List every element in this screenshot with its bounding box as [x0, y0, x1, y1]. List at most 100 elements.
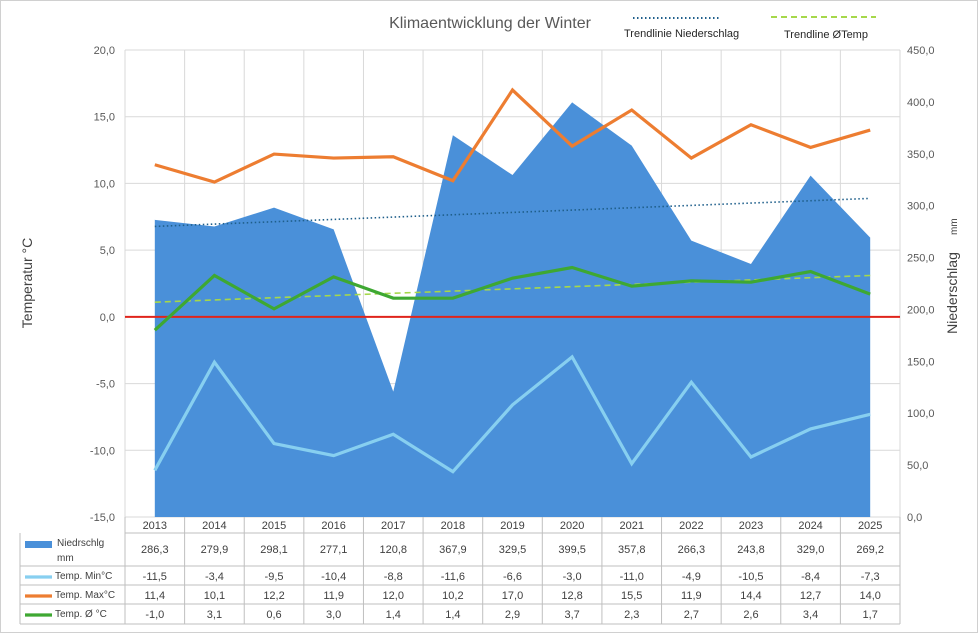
table-cell: 11,9 — [323, 590, 344, 602]
table-header-precipitation: Niedrschlg — [57, 538, 104, 549]
y-right-tick-label: 0,0 — [907, 512, 922, 524]
x-category-label: 2018 — [441, 520, 465, 532]
table-cell: 12,7 — [800, 590, 821, 602]
y-left-tick-label: 10,0 — [94, 178, 115, 190]
table-header-temp-max: Temp. Max°C — [55, 590, 115, 601]
table-cell: 243,8 — [737, 544, 765, 556]
table-cell: 10,1 — [204, 590, 225, 602]
table-cell: 3,1 — [207, 609, 222, 621]
legend-key-precipitation — [25, 541, 52, 548]
axes-layer: -15,0 -10,0 -5,0 0,0 5,0 10,0 15,0 20,0 0,0 50,0 1… — [90, 45, 935, 532]
table-cell: -10,5 — [738, 571, 763, 583]
table-cell: -11,6 — [441, 571, 465, 583]
table-cell: 2,9 — [505, 609, 520, 621]
data-table: Niedrschlg mm Temp. Min°C Temp. Max°C Temp. … — [19, 517, 901, 625]
table-cell: -4,9 — [682, 571, 701, 583]
table-cell: 0,6 — [266, 609, 281, 621]
table-cell: 11,4 — [145, 590, 166, 602]
table-cell: 298,1 — [260, 544, 288, 556]
table-cell: 12,8 — [561, 590, 582, 602]
x-category-label: 2016 — [321, 520, 345, 532]
y-axis-right-label: Niederschlag — [944, 252, 960, 334]
table-cell: 266,3 — [678, 544, 706, 556]
table-header-precipitation-unit: mm — [57, 553, 74, 564]
precipitation-area-layer — [154, 102, 871, 517]
table-cell: 329,5 — [499, 544, 527, 556]
table-cell: 399,5 — [558, 544, 586, 556]
table-cell: 120,8 — [380, 544, 408, 556]
table-cell: 14,4 — [740, 590, 761, 602]
y-right-tick-label: 400,0 — [907, 97, 935, 109]
y-left-tick-label: -5,0 — [96, 379, 115, 391]
table-cell: 269,2 — [856, 544, 884, 556]
y-axis-right-unit: mm — [949, 218, 960, 235]
table-cell: 2,3 — [624, 609, 639, 621]
table-cell: -10,4 — [321, 571, 346, 583]
table-cell: 357,8 — [618, 544, 646, 556]
precipitation-trendline — [154, 197, 871, 228]
x-category-label: 2021 — [619, 520, 643, 532]
table-cell: 12,2 — [263, 590, 284, 602]
table-cell: -3,0 — [563, 571, 582, 583]
y-axis-left-label: Temperatur °C — [19, 238, 35, 328]
table-cell: -8,8 — [384, 571, 403, 583]
table-cell: -6,6 — [503, 571, 522, 583]
x-category-label: 2024 — [798, 520, 822, 532]
table-cell: 2,7 — [684, 609, 699, 621]
table-cell: -3,4 — [205, 571, 224, 583]
series-lines-layer — [125, 87, 900, 474]
table-cell: 286,3 — [141, 544, 169, 556]
table-cell: 3,4 — [803, 609, 818, 621]
y-right-tick-label: 100,0 — [907, 408, 935, 420]
x-category-label: 2013 — [143, 520, 167, 532]
table-cell: 1,4 — [386, 609, 401, 621]
table-cell: 279,9 — [201, 544, 229, 556]
table-cell: -8,4 — [801, 571, 820, 583]
y-right-tick-label: 350,0 — [907, 149, 935, 161]
y-right-tick-label: 450,0 — [907, 45, 935, 57]
y-left-tick-label: 20,0 — [94, 45, 115, 57]
y-left-tick-label: -10,0 — [90, 445, 115, 457]
y-right-tick-label: 50,0 — [907, 460, 928, 472]
chart-title: Klimaentwicklung der Winter — [389, 15, 592, 32]
y-left-tick-label: -15,0 — [90, 512, 115, 524]
y-axis-right-label-group: Niederschlag mm — [944, 218, 960, 334]
x-category-label: 2014 — [202, 520, 226, 532]
table-cell: -7,3 — [861, 571, 880, 583]
x-category-label: 2022 — [679, 520, 703, 532]
y-right-tick-label: 200,0 — [907, 304, 935, 316]
x-category-label: 2015 — [262, 520, 286, 532]
legend-trend-precip-label: Trendlinie Niederschlag — [624, 28, 739, 40]
table-cell: -1,0 — [145, 609, 164, 621]
table-cell: 17,0 — [502, 590, 523, 602]
table-cell: 14,0 — [859, 590, 880, 602]
table-cell: 3,7 — [564, 609, 579, 621]
precipitation-area — [154, 102, 871, 517]
table-header-temp-avg: Temp. Ø °C — [55, 609, 107, 620]
table-cell: 11,9 — [681, 590, 702, 602]
table-cell: -9,5 — [265, 571, 284, 583]
x-category-label: 2025 — [858, 520, 882, 532]
table-cell: -11,0 — [620, 571, 644, 583]
table-cell: 2,6 — [743, 609, 758, 621]
table-cell: -11,5 — [143, 571, 167, 583]
table-cell: 12,0 — [383, 590, 404, 602]
table-cell: 3,0 — [326, 609, 341, 621]
x-category-label: 2019 — [500, 520, 524, 532]
y-left-tick-label: 0,0 — [100, 312, 115, 324]
table-cell: 277,1 — [320, 544, 348, 556]
x-category-label: 2020 — [560, 520, 584, 532]
y-left-tick-label: 15,0 — [94, 112, 115, 124]
legend-trend-temp-label: Trendline ØTemp — [784, 29, 868, 41]
legend-trend-temp: Trendline ØTemp — [771, 16, 876, 41]
y-right-tick-label: 150,0 — [907, 356, 935, 368]
y-left-tick-label: 5,0 — [100, 245, 115, 257]
x-category-label: 2023 — [739, 520, 763, 532]
y-right-tick-label: 300,0 — [907, 201, 935, 213]
table-cell: 1,4 — [445, 609, 460, 621]
table-cell: 1,7 — [863, 609, 878, 621]
legend-trend-precip: Trendlinie Niederschlag — [624, 17, 739, 40]
table-header-temp-min: Temp. Min°C — [55, 571, 112, 582]
